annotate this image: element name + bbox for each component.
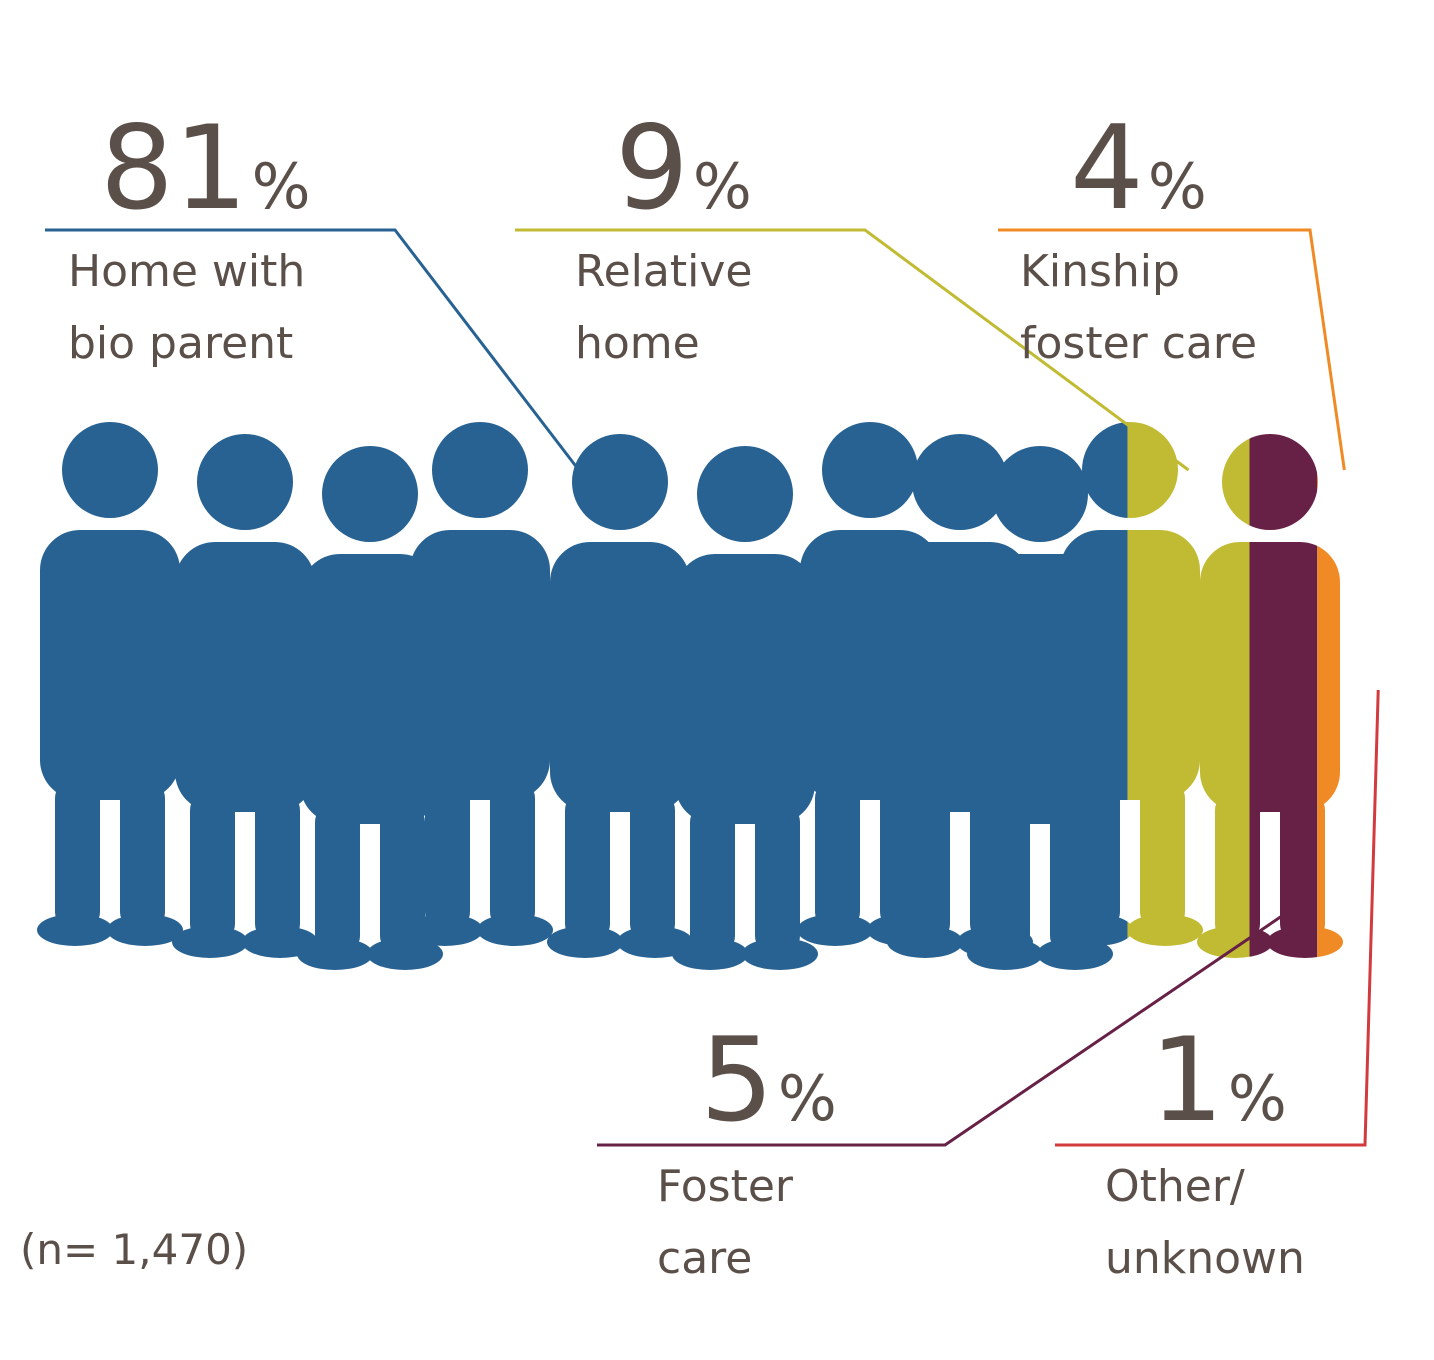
value-unit: % — [778, 1062, 837, 1135]
leader-line — [1055, 689, 1380, 1147]
category-label: Kinship foster care — [1020, 246, 1258, 369]
note: (n= 1,470) — [20, 1225, 249, 1274]
category-label: Other/ unknown — [1105, 1161, 1305, 1284]
segment — [37, 422, 1128, 970]
value-unit: % — [693, 150, 752, 223]
category-label: Relative home — [575, 246, 753, 369]
category-label: Foster care — [657, 1161, 793, 1284]
category-label: Home with bio parent — [68, 246, 306, 369]
value-label: 9 — [615, 101, 689, 236]
value-unit: % — [252, 150, 311, 223]
value-label: 1 — [1150, 1013, 1224, 1148]
leader-line — [597, 913, 1285, 1147]
leader-line — [45, 228, 580, 471]
leader-line — [998, 228, 1346, 471]
segment — [1249, 422, 1318, 970]
leader-line — [515, 228, 1190, 472]
value-label: 4 — [1070, 101, 1144, 236]
value-label: 5 — [700, 1013, 774, 1148]
value-unit: % — [1228, 1062, 1287, 1135]
segment — [1127, 422, 1250, 970]
value-label: 81 — [100, 101, 248, 236]
value-unit: % — [1148, 150, 1207, 223]
segment — [1317, 422, 1343, 970]
